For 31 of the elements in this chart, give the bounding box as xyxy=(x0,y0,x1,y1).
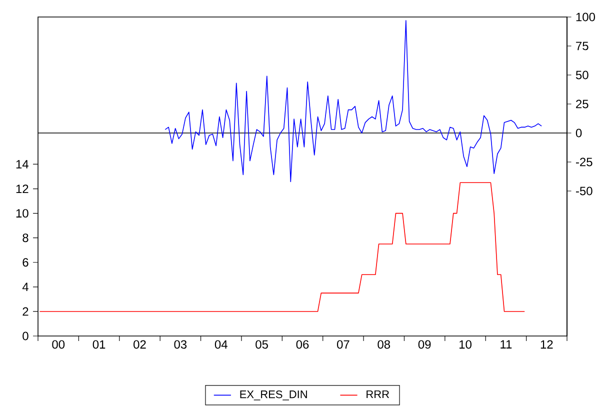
y-tick-label: 6 xyxy=(22,258,28,267)
legend-label: EX_RES_DIN xyxy=(240,390,307,400)
y-tick-label: 2 xyxy=(22,307,28,316)
y-tick-label: 0 xyxy=(22,332,28,340)
x-tick-label: 06 xyxy=(296,340,309,349)
y2-tick-label: -50 xyxy=(576,186,592,196)
y-tick-label: 4 xyxy=(22,282,28,292)
x-tick-label: 11 xyxy=(500,340,512,348)
line-series xyxy=(39,182,526,312)
y2-tick-label: 75 xyxy=(576,42,588,50)
x-tick-label: 01 xyxy=(92,340,106,349)
y-tick-label: 10 xyxy=(16,209,28,218)
x-tick-label: 00 xyxy=(52,340,65,349)
y2-tick-label: 100 xyxy=(576,12,596,22)
y2-tick-label: 50 xyxy=(576,70,588,80)
x-tick-label: 10 xyxy=(460,340,472,349)
y2-tick-label: 25 xyxy=(576,100,588,108)
x-tick-label: 02 xyxy=(134,340,146,349)
x-tick-label: 04 xyxy=(214,340,228,349)
x-tick-label: 03 xyxy=(174,340,187,349)
x-tick-label: 07 xyxy=(336,340,350,349)
y2-tick-label: 0 xyxy=(576,128,582,138)
y-tick-label: 8 xyxy=(22,234,28,242)
x-tick-label: 09 xyxy=(418,340,431,349)
y-tick-label: 12 xyxy=(16,184,28,193)
legend-label: RRR xyxy=(366,390,390,398)
x-tick-label: 05 xyxy=(256,340,268,349)
y2-tick-label: -25 xyxy=(576,158,592,166)
y-tick-label: 14 xyxy=(16,160,28,168)
x-tick-label: 08 xyxy=(378,340,390,349)
x-tick-label: 12 xyxy=(540,340,553,349)
